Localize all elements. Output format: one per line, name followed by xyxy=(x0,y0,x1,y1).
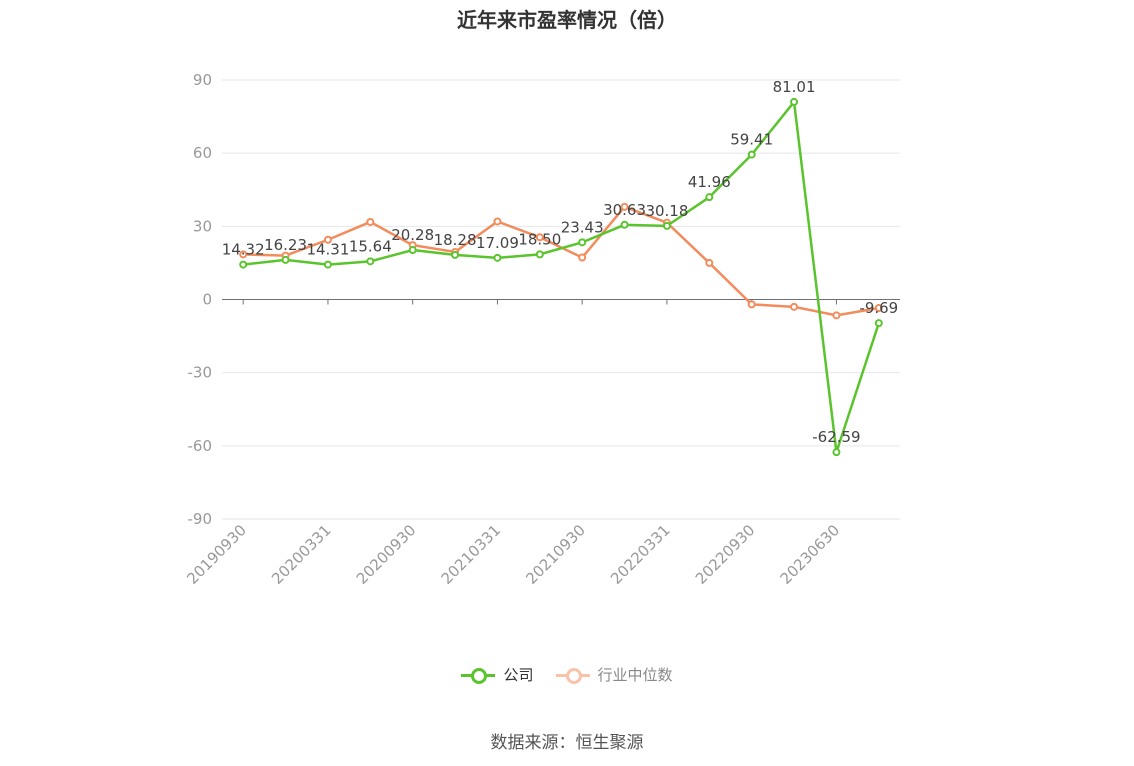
data-point-industry-median xyxy=(874,304,883,313)
data-label-company: 59.41 xyxy=(730,131,773,149)
data-point-company xyxy=(747,150,756,159)
data-label-company: -62.59 xyxy=(812,428,860,446)
data-point-company xyxy=(408,246,417,255)
data-point-company xyxy=(874,319,883,328)
x-tick-label: 20200331 xyxy=(268,521,335,588)
legend-item-company[interactable]: 公司 xyxy=(461,664,534,685)
x-tick-label: 20210930 xyxy=(522,521,589,588)
data-label-company: 41.96 xyxy=(688,173,731,191)
data-point-industry-median xyxy=(832,311,841,320)
y-tick-label: 90 xyxy=(193,71,212,89)
data-point-industry-median xyxy=(239,250,248,259)
x-tick-label: 20220930 xyxy=(692,521,759,588)
data-point-company xyxy=(239,260,248,269)
data-source-note: 数据来源：恒生聚源 xyxy=(490,733,644,753)
data-point-company xyxy=(493,253,502,262)
data-point-company xyxy=(281,255,290,264)
data-point-industry-median xyxy=(535,233,544,242)
data-point-industry-median xyxy=(790,302,799,311)
data-point-industry-median xyxy=(705,258,714,267)
data-point-company xyxy=(705,193,714,202)
legend-swatch-industry-median xyxy=(555,666,590,684)
data-label-company: 15.64 xyxy=(349,237,392,255)
data-point-industry-median xyxy=(493,217,502,226)
series-line-company xyxy=(243,100,881,454)
data-label-company: 17.09 xyxy=(476,234,519,252)
x-tick-label: 20220331 xyxy=(607,521,674,588)
data-label-company: -9.69 xyxy=(859,299,898,317)
data-label-company: 14.31 xyxy=(306,241,349,259)
data-label-company: 30.63 xyxy=(603,201,646,219)
x-tick-label: 20230630 xyxy=(777,521,844,588)
legend-label-industry-median: 行业中位数 xyxy=(597,666,673,684)
data-point-company xyxy=(366,257,375,266)
data-label-company: 16.23 xyxy=(264,236,307,254)
data-label-company: 18.50 xyxy=(518,230,561,248)
data-point-company xyxy=(620,220,629,229)
data-point-company xyxy=(662,221,671,230)
data-point-company xyxy=(535,250,544,259)
data-point-industry-median xyxy=(578,253,587,262)
data-point-industry-median xyxy=(747,300,756,309)
legend-swatch-company xyxy=(461,666,496,684)
y-tick-label: -30 xyxy=(188,364,213,382)
data-point-industry-median xyxy=(620,202,629,211)
data-label-company: 14.32 xyxy=(222,241,265,259)
data-point-industry-median xyxy=(366,217,375,226)
x-tick-label: 20190930 xyxy=(183,521,250,588)
x-tick-label: 20210331 xyxy=(438,521,505,588)
data-point-company xyxy=(832,448,841,457)
data-label-company: 20.28 xyxy=(391,226,434,244)
legend-label-company: 公司 xyxy=(503,666,534,684)
chart-legend: 公司 行业中位数 xyxy=(0,664,1134,685)
data-point-company xyxy=(323,260,332,269)
data-point-company xyxy=(451,250,460,259)
y-tick-label: 30 xyxy=(193,217,212,235)
data-label-company: 18.28 xyxy=(434,231,477,249)
chart-title: 近年来市盈率情况（倍） xyxy=(457,8,677,32)
x-tick-label: 20200930 xyxy=(353,521,420,588)
y-tick-label: -60 xyxy=(188,437,213,455)
legend-item-industry-median[interactable]: 行业中位数 xyxy=(555,664,673,685)
data-point-company xyxy=(578,238,587,247)
data-label-company: 30.18 xyxy=(645,202,688,220)
y-tick-label: -90 xyxy=(188,510,213,528)
data-point-industry-median xyxy=(323,235,332,244)
data-label-company: 81.01 xyxy=(773,78,816,96)
y-tick-label: 60 xyxy=(193,144,212,162)
y-tick-label: 0 xyxy=(202,291,212,309)
data-point-company xyxy=(790,97,799,106)
data-label-company: 23.43 xyxy=(561,218,604,236)
